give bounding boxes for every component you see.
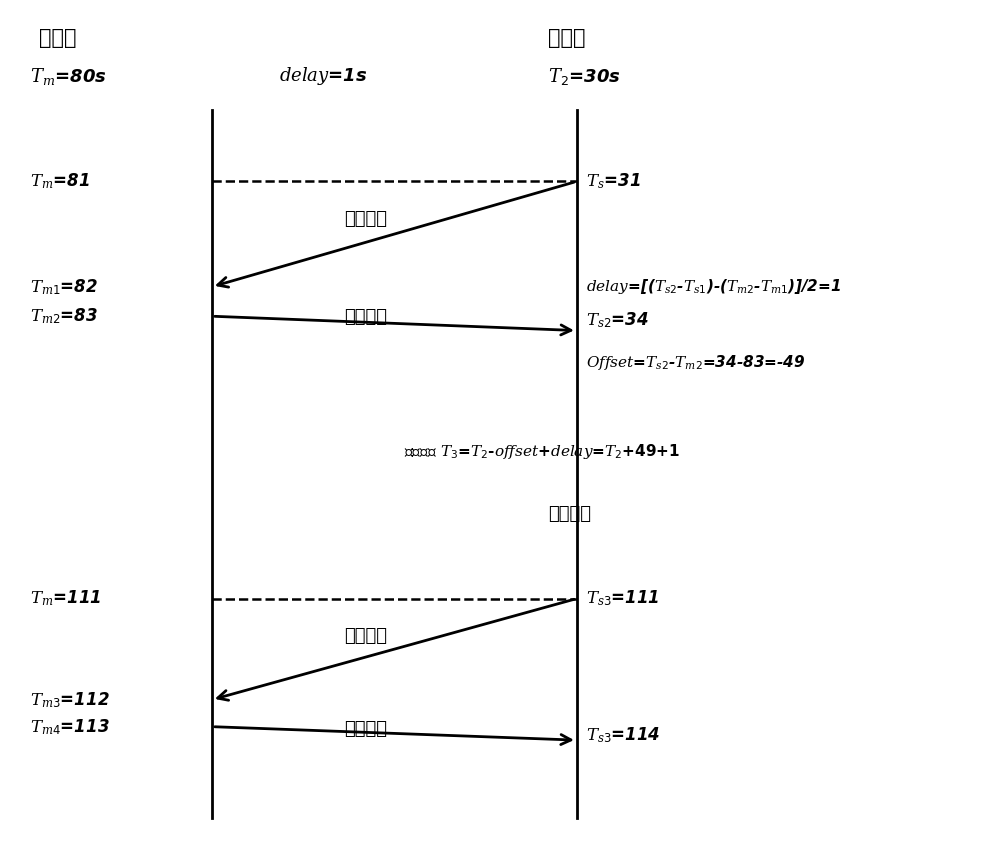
- Text: $T_{s3}$=111: $T_{s3}$=111: [586, 589, 660, 608]
- Text: 达到同步: 达到同步: [548, 506, 591, 523]
- Text: $delay$=1s: $delay$=1s: [279, 65, 368, 87]
- Text: $T_{m2}$=83: $T_{m2}$=83: [30, 306, 98, 326]
- Text: 应答报文: 应答报文: [344, 308, 387, 326]
- Text: $T_{s2}$=34: $T_{s2}$=34: [586, 310, 649, 330]
- Text: $T_m$=111: $T_m$=111: [30, 589, 101, 608]
- Text: $T_{m1}$=82: $T_{m1}$=82: [30, 277, 98, 297]
- Text: $T_s$=31: $T_s$=31: [586, 171, 641, 191]
- Text: $T_m$=80s: $T_m$=80s: [30, 65, 106, 87]
- Text: $Offset$=$T_{s2}$-$T_{m2}$=34-83=-49: $Offset$=$T_{s2}$-$T_{m2}$=34-83=-49: [586, 353, 806, 372]
- Text: 从时钟: 从时钟: [548, 28, 586, 48]
- Text: $T_{m3}$=112: $T_{m3}$=112: [30, 690, 109, 710]
- Text: 应答报文: 应答报文: [344, 720, 387, 738]
- Text: 调整时间 $T_3$=$T_2$-$offset$+$delay$=$T_2$+49+1: 调整时间 $T_3$=$T_2$-$offset$+$delay$=$T_2$+…: [404, 441, 680, 461]
- Text: $T_{s3}$=114: $T_{s3}$=114: [586, 725, 661, 745]
- Text: $T_2$=30s: $T_2$=30s: [548, 65, 621, 87]
- Text: $T_m$=81: $T_m$=81: [30, 171, 89, 191]
- Text: 同步报文: 同步报文: [344, 211, 387, 228]
- Text: 主时钟: 主时钟: [39, 28, 77, 48]
- Text: $delay$=[($T_{s2}$-$T_{s1}$)-($T_{m2}$-$T_{m1}$)]/2=1: $delay$=[($T_{s2}$-$T_{s1}$)-($T_{m2}$-$…: [586, 277, 841, 296]
- Text: 同步报文: 同步报文: [344, 627, 387, 645]
- Text: $T_{m4}$=113: $T_{m4}$=113: [30, 717, 109, 736]
